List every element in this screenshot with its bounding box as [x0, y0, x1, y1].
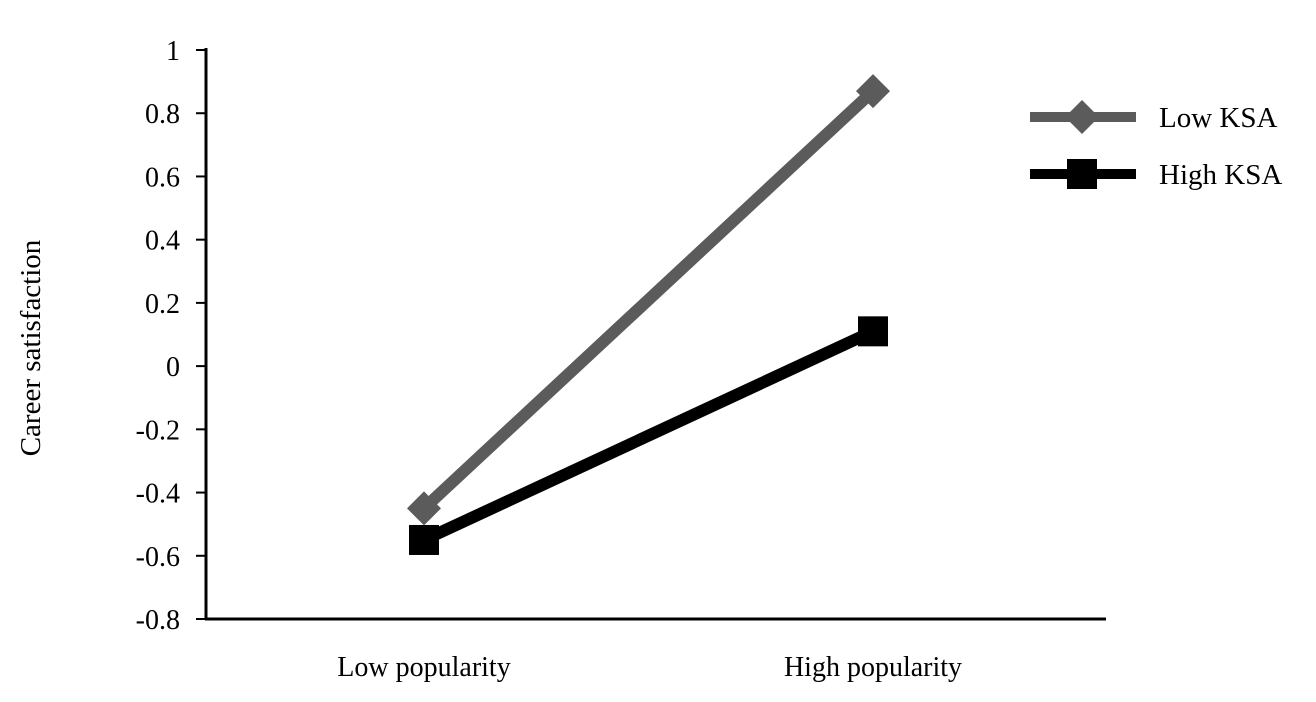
- data-point-high-ksa: [409, 524, 439, 555]
- x-tick-label: High popularity: [784, 652, 962, 683]
- y-tick-label: -0.6: [136, 542, 180, 573]
- y-tick-label: 0.6: [145, 162, 180, 193]
- legend: Low KSA High KSA: [1030, 100, 1282, 191]
- y-tick-label: -0.8: [136, 605, 180, 636]
- legend-item-low-ksa: Low KSA: [1030, 100, 1277, 134]
- legend-marker-low-ksa: [1065, 100, 1099, 134]
- series-line-low-ksa: [419, 86, 878, 513]
- y-axis: 1 0.8 0.6 0.4 0.2 0 -0.2 -0.4 -0.6 -0.8: [136, 36, 208, 636]
- data-point-high-ksa: [858, 316, 888, 347]
- data-point-low-ksa: [856, 74, 890, 109]
- y-axis-title: Career satisfaction: [15, 239, 47, 456]
- x-axis: Low popularity High popularity: [205, 617, 1106, 683]
- series-high-ksa: [409, 316, 888, 555]
- legend-marker-high-ksa: [1067, 159, 1097, 189]
- legend-label: Low KSA: [1159, 102, 1277, 134]
- x-tick-label: Low popularity: [337, 652, 510, 683]
- series-line-high-ksa: [421, 325, 876, 546]
- legend-label: High KSA: [1159, 159, 1282, 191]
- series-layer: [407, 74, 890, 555]
- y-tick-label: 0.2: [145, 289, 180, 320]
- y-tick-label: 0.8: [145, 99, 180, 130]
- legend-item-high-ksa: High KSA: [1030, 159, 1282, 191]
- y-tick-label: -0.2: [136, 415, 180, 446]
- y-tick-label: 1: [166, 36, 180, 67]
- series-low-ksa: [407, 74, 890, 526]
- data-point-low-ksa: [407, 491, 441, 526]
- y-tick-label: -0.4: [136, 479, 180, 510]
- y-tick-label: 0: [166, 352, 180, 383]
- y-tick-label: 0.4: [145, 226, 180, 257]
